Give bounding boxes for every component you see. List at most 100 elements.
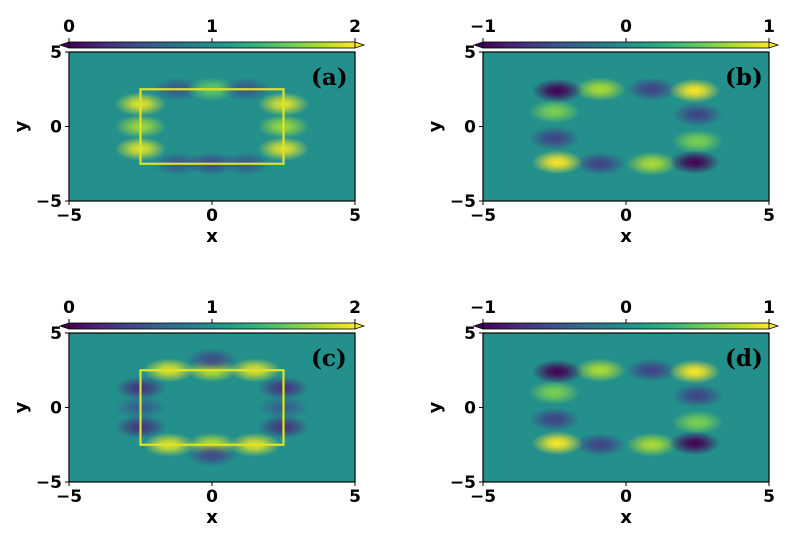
colorbar-tick-label: −1 <box>470 298 496 318</box>
colorbar-tick-label: 1 <box>206 298 218 318</box>
colorbar-extend-high <box>354 322 366 330</box>
y-tick-label: 5 <box>464 43 476 63</box>
colorbar-tick-label: 1 <box>763 17 775 37</box>
colorbar-tick-label: 2 <box>349 17 361 37</box>
colorbar-extend-low <box>58 41 70 49</box>
rectangle-boundary <box>139 369 285 446</box>
colorbar-extend-low <box>472 322 484 330</box>
heatmap <box>483 333 769 482</box>
x-tick-label: 5 <box>763 487 775 507</box>
field-lobe <box>528 126 581 151</box>
colorbar-gradient <box>482 322 770 330</box>
heatmap <box>69 333 355 482</box>
colorbar-gradient <box>482 41 770 49</box>
colorbar-extend-low <box>58 322 70 330</box>
field-lobe <box>528 380 581 405</box>
y-tick-label: −5 <box>450 192 476 212</box>
y-axis-label: y <box>11 401 32 413</box>
field-lobe <box>668 359 721 384</box>
heatmap <box>69 52 355 201</box>
field-lobe <box>528 407 581 432</box>
x-tick-label: 5 <box>349 206 361 226</box>
panel-label: (c) <box>311 345 347 372</box>
x-tick-label: −5 <box>470 206 496 226</box>
field-lobe <box>186 443 238 468</box>
field-lobe <box>574 432 626 457</box>
x-tick-label: 0 <box>206 206 218 226</box>
panel-label: (d) <box>725 345 763 372</box>
field-lobe <box>531 150 584 175</box>
colorbar-extend-low <box>472 41 484 49</box>
colorbar-tick-label: 0 <box>63 298 75 318</box>
x-tick-label: −5 <box>56 487 82 507</box>
field-lobe <box>531 78 584 103</box>
field-lobe <box>574 151 626 176</box>
colorbar-tick-label: 0 <box>620 17 632 37</box>
x-tick-label: −5 <box>470 487 496 507</box>
y-tick-label: −5 <box>36 473 62 493</box>
rectangle-boundary <box>139 88 285 165</box>
heatmap <box>483 52 769 201</box>
y-tick-label: 0 <box>50 118 62 138</box>
x-tick-label: 0 <box>620 206 632 226</box>
field-lobe <box>626 358 678 383</box>
y-tick-label: 5 <box>464 324 476 344</box>
colorbar: −1 0 1 <box>470 17 780 49</box>
y-tick-label: 0 <box>50 399 62 419</box>
colorbar: 0 1 2 <box>58 17 366 49</box>
field-lobe <box>668 150 721 175</box>
x-axis-label: x <box>206 507 218 528</box>
x-tick-label: 5 <box>763 206 775 226</box>
field-lobe <box>626 77 678 102</box>
field-lobe <box>671 383 724 408</box>
y-tick-label: −5 <box>36 192 62 212</box>
colorbar-extend-high <box>768 322 780 330</box>
y-axis-label: y <box>11 120 32 132</box>
x-axis-label: x <box>620 507 632 528</box>
colorbar: −1 0 1 <box>470 298 780 330</box>
panel-label: (b) <box>725 64 763 91</box>
field-lobe <box>186 347 238 372</box>
y-tick-label: 0 <box>464 118 476 138</box>
field-lobe <box>528 99 581 124</box>
heatmap-background <box>483 52 769 201</box>
x-axis-label: x <box>206 226 218 247</box>
field-lobe <box>574 358 626 383</box>
y-tick-label: 5 <box>50 43 62 63</box>
panel-1: −1 0 1 −5 0 5 −5 0 5 x y (b) <box>425 17 780 247</box>
x-tick-label: −5 <box>56 206 82 226</box>
colorbar-gradient <box>68 322 356 330</box>
panel-label: (a) <box>311 64 348 91</box>
y-tick-label: 5 <box>50 324 62 344</box>
field-lobe <box>671 410 724 435</box>
colorbar-extend-high <box>354 41 366 49</box>
y-axis-label: y <box>425 120 446 132</box>
colorbar-tick-label: 2 <box>349 298 361 318</box>
field-lobe <box>668 78 721 103</box>
field-lobe <box>626 151 678 176</box>
colorbar-tick-label: 1 <box>206 17 218 37</box>
heatmap-background <box>483 333 769 482</box>
y-tick-label: −5 <box>450 473 476 493</box>
x-tick-label: 0 <box>620 487 632 507</box>
colorbar-tick-label: −1 <box>470 17 496 37</box>
x-tick-label: 0 <box>206 487 218 507</box>
field-lobe <box>626 432 678 457</box>
colorbar: 0 1 2 <box>58 298 366 330</box>
colorbar-tick-label: 0 <box>620 298 632 318</box>
field-lobe <box>574 77 626 102</box>
y-tick-label: 0 <box>464 399 476 419</box>
field-lobe <box>668 431 721 456</box>
field-lobe <box>531 431 584 456</box>
field-lobe <box>671 129 724 154</box>
colorbar-gradient <box>68 41 356 49</box>
colorbar-tick-label: 0 <box>63 17 75 37</box>
field-lobe <box>531 359 584 384</box>
x-tick-label: 5 <box>349 487 361 507</box>
panel-3: −1 0 1 −5 0 5 −5 0 5 x y (d) <box>425 298 780 528</box>
colorbar-tick-label: 1 <box>763 298 775 318</box>
colorbar-extend-high <box>768 41 780 49</box>
